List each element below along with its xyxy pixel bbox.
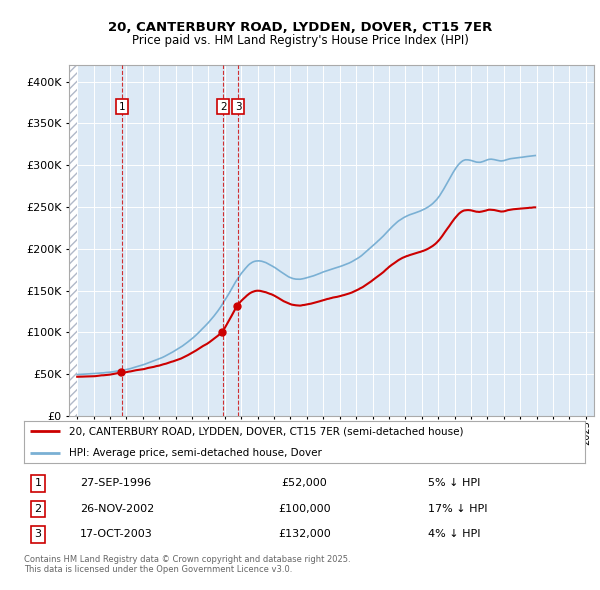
- Text: 2: 2: [220, 101, 227, 112]
- Text: 17% ↓ HPI: 17% ↓ HPI: [428, 504, 487, 514]
- Text: £52,000: £52,000: [281, 478, 328, 489]
- Text: 3: 3: [35, 529, 41, 539]
- Text: 5% ↓ HPI: 5% ↓ HPI: [428, 478, 480, 489]
- Text: 20, CANTERBURY ROAD, LYDDEN, DOVER, CT15 7ER: 20, CANTERBURY ROAD, LYDDEN, DOVER, CT15…: [108, 21, 492, 34]
- Bar: [69, 65, 77, 416]
- Text: 17-OCT-2003: 17-OCT-2003: [80, 529, 153, 539]
- Text: 27-SEP-1996: 27-SEP-1996: [80, 478, 151, 489]
- Text: HPI: Average price, semi-detached house, Dover: HPI: Average price, semi-detached house,…: [69, 448, 322, 457]
- Text: £100,000: £100,000: [278, 504, 331, 514]
- Text: 1: 1: [35, 478, 41, 489]
- Text: 4% ↓ HPI: 4% ↓ HPI: [428, 529, 481, 539]
- Text: 1: 1: [119, 101, 125, 112]
- Text: Contains HM Land Registry data © Crown copyright and database right 2025.
This d: Contains HM Land Registry data © Crown c…: [24, 555, 350, 574]
- Text: 2: 2: [34, 504, 41, 514]
- Text: 26-NOV-2002: 26-NOV-2002: [80, 504, 154, 514]
- Text: 3: 3: [235, 101, 241, 112]
- Text: Price paid vs. HM Land Registry's House Price Index (HPI): Price paid vs. HM Land Registry's House …: [131, 34, 469, 47]
- Text: £132,000: £132,000: [278, 529, 331, 539]
- Text: 20, CANTERBURY ROAD, LYDDEN, DOVER, CT15 7ER (semi-detached house): 20, CANTERBURY ROAD, LYDDEN, DOVER, CT15…: [69, 427, 463, 436]
